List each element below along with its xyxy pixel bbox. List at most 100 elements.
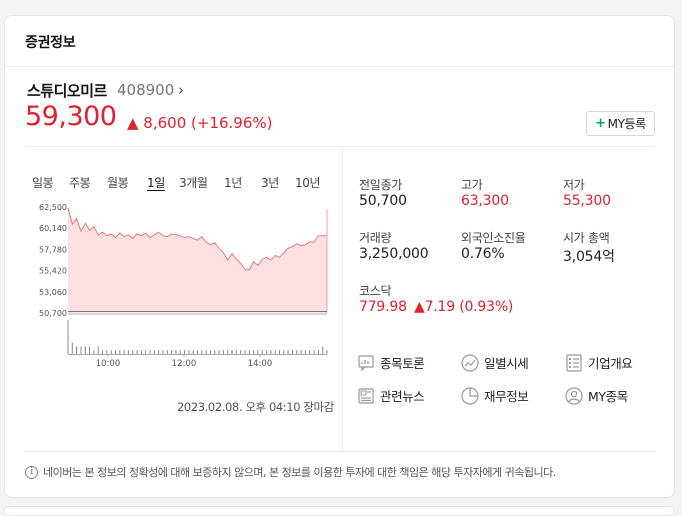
- prev-close-value: 50,700: [359, 193, 407, 209]
- add-my-stock-label: MY등록: [607, 117, 647, 131]
- volume-bar: [214, 350, 216, 354]
- volume-bar: [145, 350, 147, 354]
- volume-bar: [296, 350, 298, 354]
- next-card-edge: [4, 506, 675, 516]
- volume-bar: [136, 350, 138, 354]
- current-price: 59,300: [25, 101, 117, 132]
- tab-weekly[interactable]: 주봉: [69, 176, 91, 190]
- link-daily-price[interactable]: 일별시세: [461, 353, 529, 372]
- volume-bar: [127, 350, 129, 354]
- market-cap-value: 3,054억: [563, 249, 615, 265]
- divider: [25, 146, 655, 147]
- volume-bar: [184, 350, 186, 354]
- volume-bar: [106, 350, 108, 354]
- volume-bar: [222, 350, 224, 354]
- link-news[interactable]: 관련뉴스: [357, 386, 425, 405]
- volume-bar: [140, 350, 142, 354]
- volume-bar: [76, 346, 78, 354]
- volume-bar: [188, 350, 190, 354]
- intraday-price-chart[interactable]: 62,500 60,140 57,780 55,420 53,060 50,700 10:0…: [25, 200, 331, 370]
- volume-bar: [153, 350, 155, 354]
- foreign-ratio-label: 외국인소진율: [461, 231, 526, 245]
- volume-bar: [201, 350, 203, 354]
- volume-bar: [179, 350, 181, 354]
- volume-bar: [80, 346, 82, 354]
- volume-bar: [132, 350, 134, 354]
- card-title: 증권정보: [25, 35, 76, 51]
- link-company[interactable]: 기업개요: [565, 353, 633, 372]
- stock-code[interactable]: 408900: [117, 81, 175, 99]
- stock-name-link[interactable]: 스튜디오미르: [27, 82, 107, 100]
- link-discussion-label: 종목토론: [380, 356, 425, 371]
- y-tick-label: 57,780: [39, 245, 67, 254]
- tab-10year[interactable]: 10년: [295, 176, 321, 190]
- stock-info-card: 증권정보 스튜디오미르 408900 › 59,300 ▲ 8,600 (+16…: [4, 15, 675, 498]
- disclaimer: i 네이버는 본 정보의 정확성에 대해 보증하지 않으며, 본 정보를 이용한…: [25, 464, 556, 480]
- y-tick-label: 50,700: [39, 309, 67, 318]
- chevron-right-icon[interactable]: ›: [178, 81, 184, 99]
- x-tick-label: 14:00: [248, 359, 273, 369]
- market-cap-label: 시가 총액: [563, 231, 610, 245]
- prev-close-label: 전일종가: [359, 178, 402, 192]
- volume-bar: [253, 350, 255, 354]
- kosdaq-label: 코스닥: [359, 284, 392, 298]
- link-discussion[interactable]: 종목토론: [357, 353, 425, 372]
- tab-1year[interactable]: 1년: [224, 176, 242, 190]
- foreign-ratio-value: 0.76%: [461, 246, 505, 262]
- volume-bar: [67, 320, 69, 354]
- volume-bar: [197, 350, 198, 354]
- newspaper-icon: [358, 387, 374, 404]
- pie-chart-icon: [461, 386, 479, 405]
- info-icon: i: [25, 465, 38, 479]
- tab-1day[interactable]: 1일: [147, 176, 165, 190]
- volume-bar: [171, 350, 173, 354]
- chart-timestamp: 2023.02.08. 오후 04:10 장마감: [177, 400, 334, 414]
- trend-chart-icon: [461, 353, 479, 372]
- volume-bar: [244, 350, 246, 354]
- divider: [25, 451, 655, 452]
- volume-bar: [231, 350, 233, 354]
- x-tick-label: 10:00: [96, 359, 121, 369]
- volume-bar: [313, 350, 315, 354]
- volume-bar: [158, 350, 160, 354]
- volume-bar: [97, 346, 99, 354]
- link-financials-label: 재무정보: [484, 389, 529, 404]
- add-my-stock-button[interactable]: + MY등록: [586, 111, 655, 136]
- price-area: [68, 207, 327, 313]
- volume-bar: [274, 350, 276, 354]
- volume-bar: [326, 350, 328, 354]
- volume-bar: [300, 350, 302, 354]
- tab-3month[interactable]: 3개월: [179, 176, 208, 190]
- volume-bar: [270, 350, 272, 354]
- link-my-stocks[interactable]: MY종목: [565, 386, 628, 405]
- tab-3year[interactable]: 3년: [261, 176, 279, 190]
- tab-daily[interactable]: 일봉: [32, 176, 54, 190]
- kosdaq-value: 779.98: [359, 299, 407, 315]
- volume-bar: [266, 350, 268, 354]
- x-tick-label: 12:00: [172, 359, 197, 369]
- link-financials[interactable]: 재무정보: [461, 386, 529, 405]
- disclaimer-text: 네이버는 본 정보의 정확성에 대해 보증하지 않으며, 본 정보를 이용한 투…: [43, 466, 556, 479]
- volume-label: 거래량: [359, 231, 392, 245]
- tab-monthly[interactable]: 월봉: [107, 176, 129, 190]
- volume-bar: [71, 342, 73, 354]
- volume-bar: [115, 350, 116, 354]
- y-tick-label: 60,140: [39, 224, 67, 233]
- high-label: 고가: [461, 178, 483, 192]
- low-value: 55,300: [563, 193, 611, 209]
- volume-bar: [322, 346, 324, 354]
- plus-icon: +: [595, 116, 606, 131]
- low-label: 저가: [563, 178, 585, 192]
- link-news-label: 관련뉴스: [380, 389, 425, 404]
- volume-bar: [123, 350, 125, 354]
- volume-bar: [205, 350, 207, 354]
- chart-period-tabs: 일봉 주봉 월봉 1일 3개월 1년 3년 10년: [25, 174, 325, 192]
- volume-bar: [162, 350, 164, 354]
- volume-bar: [175, 350, 177, 354]
- user-icon: [565, 386, 583, 405]
- y-tick-label: 62,500: [39, 203, 67, 212]
- volume-bar: [84, 346, 86, 354]
- chat-icon: [358, 354, 374, 371]
- volume-bar: [257, 350, 259, 354]
- y-tick-label: 53,060: [39, 288, 67, 297]
